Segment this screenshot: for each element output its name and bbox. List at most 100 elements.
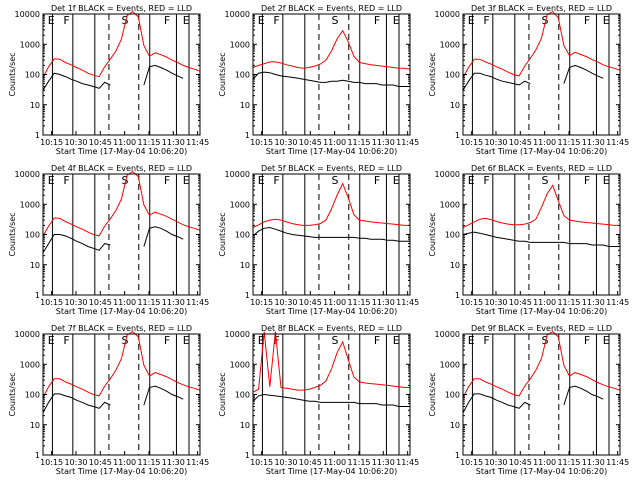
series-events [42, 64, 184, 91]
segment-letter: F [483, 174, 489, 187]
x-tick-label: 10:30 [274, 298, 297, 307]
y-axis-label: Counts/sec [8, 212, 17, 256]
panel-title: Det 4f BLACK = Events, RED = LLD [51, 164, 192, 173]
y-tick-label: 1 [455, 131, 460, 140]
segment-letter: E [468, 14, 475, 27]
panel-title: Det 9f BLACK = Events, RED = LLD [471, 324, 612, 333]
x-tick-label: 11:00 [533, 138, 556, 147]
y-tick-label: 10000 [225, 170, 250, 179]
y-tick-label: 1 [35, 451, 40, 460]
segment-letter: F [63, 14, 69, 27]
segment-letter: S [542, 14, 549, 27]
segment-letter: S [122, 174, 129, 187]
x-tick-label: 11:45 [606, 138, 629, 147]
y-tick-label: 1 [455, 451, 460, 460]
segment-letter: F [164, 174, 170, 187]
series-events [252, 393, 410, 407]
panel-title: Det 5f BLACK = Events, RED = LLD [261, 164, 402, 173]
y-axis-label: Counts/sec [8, 372, 17, 416]
x-axis-label: Start Time (17-May-04 10:06:20) [476, 467, 607, 476]
y-tick-label: 1 [455, 291, 460, 300]
segment-letter: E [393, 14, 400, 27]
panel-title: Det 6f BLACK = Events, RED = LLD [471, 164, 612, 173]
x-tick-label: 10:45 [89, 298, 112, 307]
x-tick-label: 10:30 [274, 138, 297, 147]
x-tick-label: 11:00 [113, 138, 136, 147]
series-events [252, 71, 410, 87]
y-tick-label: 100 [235, 71, 250, 80]
x-tick-label: 10:30 [484, 298, 507, 307]
x-tick-label: 11:15 [137, 458, 160, 467]
x-tick-label: 11:30 [162, 138, 185, 147]
x-tick-label: 11:30 [162, 298, 185, 307]
y-tick-label: 10000 [435, 170, 460, 179]
x-tick-label: 10:45 [299, 298, 322, 307]
series-lld [462, 10, 621, 78]
x-axis-label: Start Time (17-May-04 10:06:20) [266, 147, 397, 156]
panel-title: Det 2f BLACK = Events, RED = LLD [261, 4, 402, 13]
x-axis-label: Start Time (17-May-04 10:06:20) [476, 147, 607, 156]
x-tick-label: 11:15 [347, 298, 370, 307]
segment-letter: E [48, 174, 55, 187]
y-tick-label: 10000 [15, 330, 40, 339]
segment-letter: E [603, 14, 610, 27]
y-axis-label: Counts/sec [218, 52, 227, 96]
series-events [252, 226, 410, 242]
x-tick-label: 11:30 [372, 138, 395, 147]
segment-letter: F [374, 174, 380, 187]
segment-letter: F [63, 334, 69, 347]
series-lld [252, 182, 410, 228]
segment-letter: E [258, 174, 265, 187]
series-events [462, 231, 620, 247]
x-tick-label: 10:45 [299, 458, 322, 467]
segment-letter: E [468, 334, 475, 347]
x-axis-label: Start Time (17-May-04 10:06:20) [56, 467, 187, 476]
x-tick-label: 11:15 [347, 138, 370, 147]
panel-title: Det 7f BLACK = Events, RED = LLD [51, 324, 192, 333]
x-tick-label: 10:45 [299, 138, 322, 147]
x-tick-label: 10:15 [460, 298, 483, 307]
segment-letter: E [393, 334, 400, 347]
y-tick-label: 10000 [225, 330, 250, 339]
x-axis-label: Start Time (17-May-04 10:06:20) [56, 147, 187, 156]
series-events [462, 64, 604, 91]
segment-letter: S [332, 174, 339, 187]
x-tick-label: 11:00 [113, 298, 136, 307]
series-lld [462, 330, 621, 398]
segment-letter: F [483, 334, 489, 347]
y-tick-label: 10 [450, 261, 460, 270]
x-tick-label: 11:45 [186, 298, 209, 307]
x-tick-label: 11:30 [162, 458, 185, 467]
x-tick-label: 10:15 [250, 458, 273, 467]
segment-letter: E [258, 334, 265, 347]
x-axis-label: Start Time (17-May-04 10:06:20) [266, 307, 397, 316]
x-axis-label: Start Time (17-May-04 10:06:20) [56, 307, 187, 316]
y-tick-label: 10 [240, 101, 250, 110]
segment-letter: E [48, 334, 55, 347]
segment-letter: F [273, 174, 279, 187]
panel-title: Det 1f BLACK = Events, RED = LLD [51, 4, 192, 13]
x-tick-label: 10:15 [250, 138, 273, 147]
segment-letter: F [374, 334, 380, 347]
segment-letter: F [584, 334, 590, 347]
y-tick-label: 100 [445, 391, 460, 400]
y-tick-label: 1000 [230, 40, 250, 49]
x-axis-label: Start Time (17-May-04 10:06:20) [476, 307, 607, 316]
x-tick-label: 11:00 [533, 298, 556, 307]
x-tick-label: 10:15 [40, 458, 63, 467]
x-tick-label: 11:45 [396, 298, 419, 307]
segment-letter: S [332, 334, 339, 347]
y-tick-label: 1000 [20, 40, 40, 49]
x-tick-label: 11:45 [396, 138, 419, 147]
x-tick-label: 11:00 [113, 458, 136, 467]
y-tick-label: 1 [35, 131, 40, 140]
segment-letter: E [393, 174, 400, 187]
x-tick-label: 11:30 [582, 138, 605, 147]
x-tick-label: 11:45 [186, 458, 209, 467]
y-tick-label: 10 [240, 261, 250, 270]
x-tick-label: 10:30 [484, 458, 507, 467]
